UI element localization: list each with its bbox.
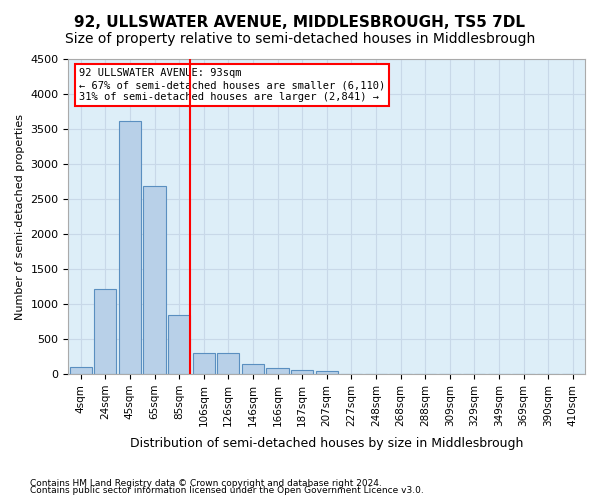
Text: 92 ULLSWATER AVENUE: 93sqm
← 67% of semi-detached houses are smaller (6,110)
31%: 92 ULLSWATER AVENUE: 93sqm ← 67% of semi… [79, 68, 385, 102]
X-axis label: Distribution of semi-detached houses by size in Middlesbrough: Distribution of semi-detached houses by … [130, 437, 523, 450]
Text: Contains HM Land Registry data © Crown copyright and database right 2024.: Contains HM Land Registry data © Crown c… [30, 478, 382, 488]
Bar [119, 120, 141, 374]
Bar [266, 368, 289, 374]
Bar [242, 364, 264, 374]
Bar [217, 353, 239, 374]
Text: 92, ULLSWATER AVENUE, MIDDLESBROUGH, TS5 7DL: 92, ULLSWATER AVENUE, MIDDLESBROUGH, TS5… [74, 15, 526, 30]
Y-axis label: Number of semi-detached properties: Number of semi-detached properties [15, 114, 25, 320]
Bar [70, 367, 92, 374]
Bar [143, 186, 166, 374]
Text: Size of property relative to semi-detached houses in Middlesbrough: Size of property relative to semi-detach… [65, 32, 535, 46]
Bar [94, 288, 116, 374]
Bar [168, 314, 190, 374]
Bar [316, 371, 338, 374]
Bar [291, 370, 313, 374]
Bar [193, 353, 215, 374]
Text: Contains public sector information licensed under the Open Government Licence v3: Contains public sector information licen… [30, 486, 424, 495]
